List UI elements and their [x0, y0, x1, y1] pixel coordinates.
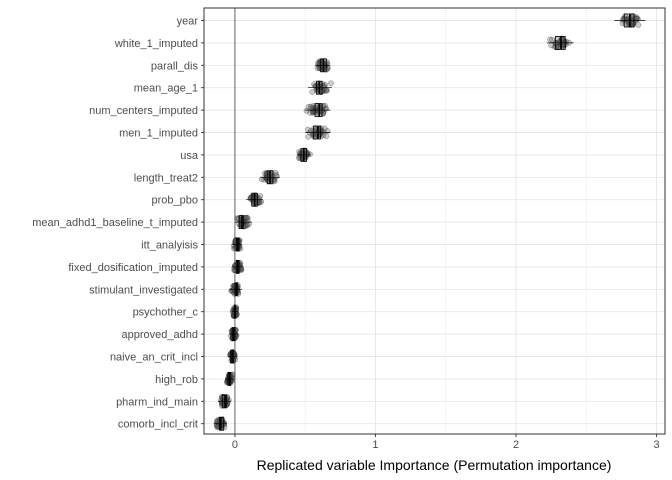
replicate-point [232, 263, 238, 269]
replicate-point [321, 125, 328, 132]
variable-importance-naive_an_crit_incl [227, 349, 238, 364]
replicate-point [242, 215, 249, 221]
y-tick-label: parall_dis [151, 60, 199, 72]
grid-layer [204, 8, 665, 434]
replicate-point [548, 42, 555, 49]
variable-importance-fixed_dosification_imputed [231, 259, 245, 274]
y-axis: year white_1_imputed parall_dis mean_age_1n… [32, 16, 204, 431]
marks-layer [213, 13, 646, 431]
replicate-point [635, 22, 642, 28]
variable-importance-men_1_imputed [305, 125, 331, 140]
variable-importance-mean_adhd1_baseline_t_imputed [234, 214, 252, 230]
variable-importance-comorb_incl_crit [213, 416, 228, 431]
y-tick-label: itt_analyisis [141, 240, 198, 252]
replicate-point [308, 103, 314, 110]
x-axis: 0 1 2 3 [232, 434, 660, 451]
y-tick-label: men_1_imputed [119, 128, 198, 140]
y-tick-label: mean_adhd1_baseline_t_imputed [32, 217, 198, 229]
y-tick-label: psychother_c [133, 307, 199, 319]
variable-importance-stimulant_investigated [228, 282, 242, 297]
y-tick-label: naive_an_crit_incl [110, 352, 198, 364]
y-tick-label: num_centers_imputed [89, 105, 198, 117]
replicate-point [297, 155, 304, 162]
panel-border [203, 7, 666, 435]
y-tick-label: white_1_imputed [114, 38, 198, 50]
variable-importance-mean_age_1 [308, 80, 334, 96]
y-tick-label: approved_adhd [122, 329, 198, 341]
x-tick-label: 0 [232, 439, 238, 451]
x-tick-label: 1 [372, 439, 378, 451]
replicate-point [307, 109, 313, 116]
y-tick-label: mean_age_1 [134, 83, 198, 95]
variable-importance-usa [295, 147, 313, 162]
y-tick-label: pharm_ind_main [116, 396, 198, 408]
variable-importance-pharm_ind_main [218, 393, 232, 409]
variable-importance-num_centers_imputed [303, 102, 331, 117]
y-tick-label: usa [180, 150, 199, 162]
replicate-point [328, 80, 334, 87]
variable-importance-approved_adhd [228, 326, 240, 342]
y-tick-label: length_treat2 [134, 172, 198, 184]
variable-importance-parall_dis [314, 58, 331, 73]
x-tick-label: 3 [654, 439, 660, 451]
y-tick-label: high_rob [155, 374, 198, 386]
replicate-point [244, 215, 251, 222]
y-tick-label: year [177, 16, 199, 28]
variable-importance-psychother_c [229, 304, 240, 319]
replicate-point [549, 37, 556, 43]
x-tick-label: 2 [513, 439, 519, 451]
variable-importance-length_treat2 [258, 169, 280, 185]
variable-importance-year [614, 13, 646, 28]
variable-importance-high_rob [223, 371, 236, 386]
replicate-point [258, 176, 265, 183]
variable-importance-white_1_imputed [546, 35, 574, 51]
x-axis-title: Replicated variable Importance (Permutat… [257, 457, 612, 473]
variable-importance-itt_analyisis [230, 237, 244, 252]
y-tick-label: comorb_incl_crit [118, 419, 198, 431]
replicate-point [303, 107, 310, 114]
replicate-point [547, 36, 553, 43]
y-tick-label: stimulant_investigated [89, 284, 198, 296]
variable-importance-prob_pbo [246, 192, 265, 208]
y-tick-label: fixed_dosification_imputed [68, 262, 198, 274]
replicate-point [234, 216, 241, 222]
y-tick-label: prob_pbo [152, 195, 199, 207]
replicate-point [305, 133, 312, 140]
